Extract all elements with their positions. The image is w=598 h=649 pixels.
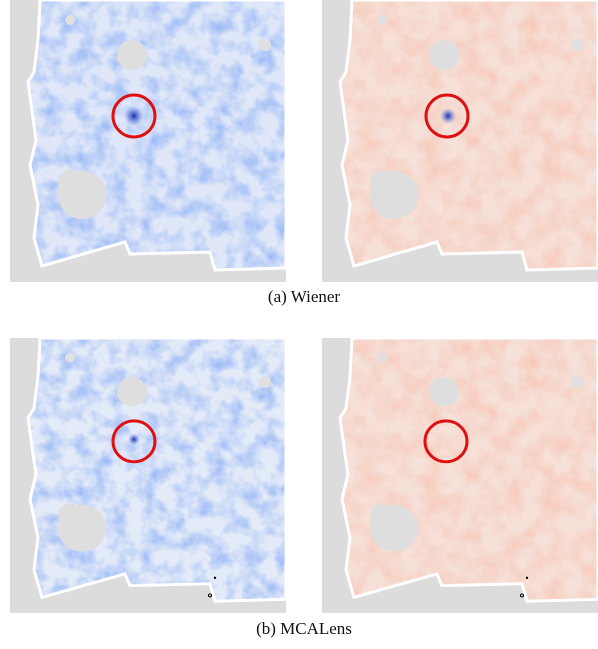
map-panel: [10, 336, 288, 613]
map-panel: [322, 0, 598, 282]
map-panel: [322, 336, 598, 613]
caption: (a) Wiener: [268, 287, 340, 306]
caption: (b) MCALens: [256, 619, 352, 638]
map-panel: [10, 0, 288, 282]
